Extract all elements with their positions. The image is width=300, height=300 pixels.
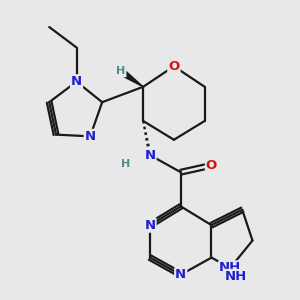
Text: N: N xyxy=(71,75,82,88)
Text: N: N xyxy=(144,148,156,162)
Polygon shape xyxy=(119,69,143,87)
Text: H: H xyxy=(116,66,126,76)
Text: NH: NH xyxy=(219,261,242,274)
Text: N: N xyxy=(144,219,156,232)
Text: N: N xyxy=(175,268,186,281)
Text: H: H xyxy=(122,159,131,169)
Text: NH: NH xyxy=(224,270,247,283)
Text: H: H xyxy=(122,159,131,169)
Text: O: O xyxy=(168,60,179,73)
Text: O: O xyxy=(206,159,217,172)
Text: N: N xyxy=(85,130,96,143)
